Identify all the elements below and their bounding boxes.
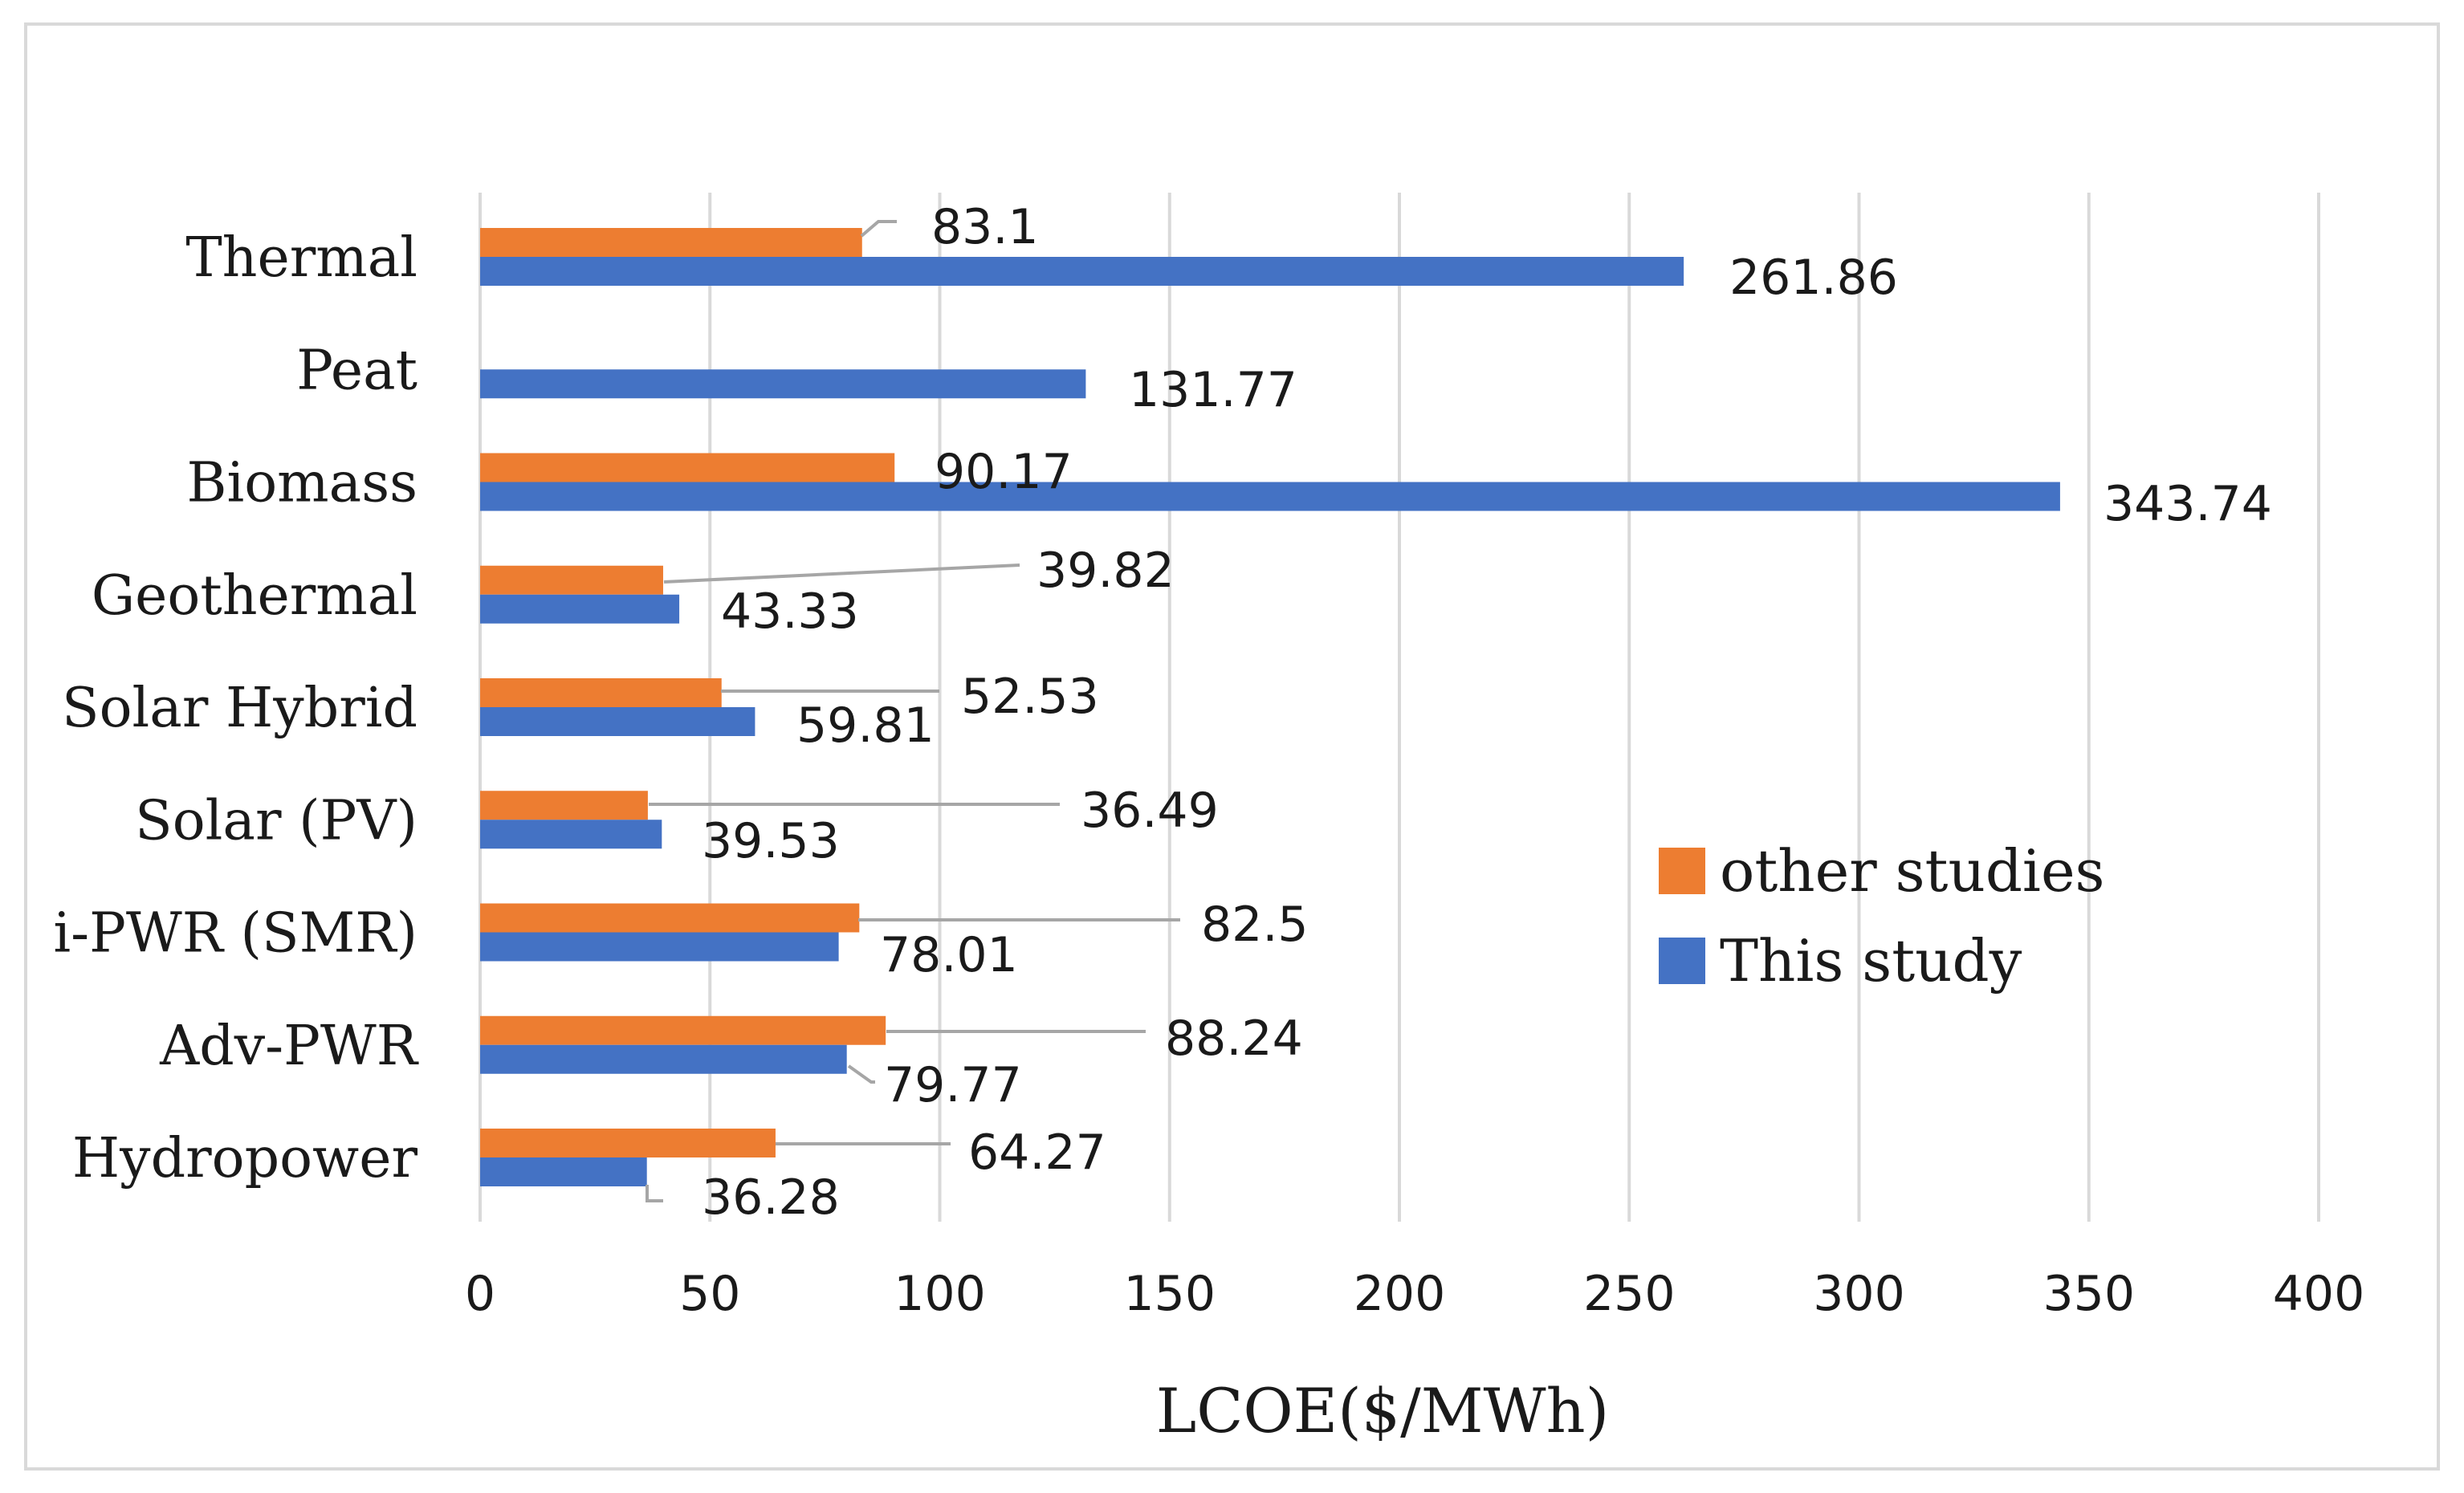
bar-this-study-solar-hybrid	[480, 707, 755, 736]
data-label-this-study-i-pwr-smr: 78.01	[880, 927, 1018, 983]
legend-label-this-study: This study	[1720, 927, 2022, 995]
data-label-other-studies-biomass: 90.17	[935, 444, 1073, 500]
category-label-i-pwr-smr: i-PWR (SMR)	[53, 902, 417, 966]
x-tick-label-250: 250	[1583, 1266, 1676, 1322]
bars	[480, 228, 2060, 1186]
data-label-this-study-peat: 131.77	[1129, 362, 1297, 418]
bar-other-studies-i-pwr-smr	[480, 903, 860, 933]
data-label-other-studies-solar-pv: 36.49	[1081, 783, 1219, 839]
data-label-this-study-thermal: 261.86	[1729, 250, 1898, 306]
category-label-biomass: Biomass	[187, 452, 417, 515]
leader-lines	[646, 220, 1180, 1202]
bar-this-study-geothermal	[480, 594, 680, 624]
category-label-solar-hybrid: Solar Hybrid	[62, 677, 417, 740]
bar-this-study-peat	[480, 369, 1086, 399]
bar-this-study-biomass	[480, 482, 2060, 511]
leader-line-other-studies-thermal	[860, 220, 897, 238]
category-label-hydropower: Hydropower	[72, 1127, 418, 1190]
data-labels: 83.1 261.86 131.77 90.17 343.74 39.82 43.33 52.…	[702, 199, 2272, 1226]
bar-this-study-i-pwr-smr	[480, 932, 839, 962]
x-tick-label-150: 150	[1123, 1266, 1216, 1322]
data-label-other-studies-geothermal: 39.82	[1037, 543, 1175, 599]
x-tick-label-100: 100	[894, 1266, 986, 1322]
bar-other-studies-adv-pwr	[480, 1015, 886, 1045]
x-tick-label-350: 350	[2042, 1266, 2135, 1322]
category-label-solar-pv: Solar (PV)	[135, 789, 417, 852]
x-tick-label-400: 400	[2273, 1266, 2365, 1322]
leader-line-other-studies-geothermal	[663, 563, 1020, 584]
bar-this-study-hydropower	[480, 1157, 647, 1186]
bar-other-studies-solar-pv	[480, 791, 648, 820]
bar-other-studies-geothermal	[480, 565, 663, 595]
value-axis: 0 50 100 150 200 250 300 350 400	[465, 1266, 2364, 1322]
category-label-adv-pwr: Adv-PWR	[159, 1015, 419, 1078]
legend-swatch-this-study	[1659, 938, 1705, 984]
category-label-peat: Peat	[296, 339, 417, 402]
category-label-thermal: Thermal	[185, 226, 417, 290]
data-label-other-studies-i-pwr-smr: 82.5	[1201, 897, 1309, 953]
x-tick-label-200: 200	[1354, 1266, 1446, 1322]
data-label-this-study-adv-pwr: 79.77	[884, 1057, 1022, 1113]
x-tick-label-0: 0	[465, 1266, 495, 1322]
data-label-this-study-hydropower: 36.28	[702, 1170, 840, 1226]
data-label-this-study-biomass: 343.74	[2104, 476, 2272, 532]
x-axis-title: LCOE($/MWh)	[1156, 1375, 1610, 1446]
category-axis: Thermal Peat Biomass Geothermal Solar Hybrid…	[53, 226, 418, 1190]
bar-this-study-adv-pwr	[480, 1044, 847, 1074]
data-label-other-studies-solar-hybrid: 52.53	[961, 669, 1099, 725]
data-label-this-study-solar-hybrid: 59.81	[796, 698, 935, 754]
data-label-this-study-solar-pv: 39.53	[702, 813, 840, 869]
bar-this-study-thermal	[480, 257, 1684, 286]
legend-swatch-other-studies	[1659, 848, 1705, 894]
category-label-geothermal: Geothermal	[92, 564, 417, 628]
data-label-other-studies-thermal: 83.1	[931, 199, 1039, 255]
leader-line-this-study-hydropower	[646, 1185, 663, 1202]
bar-other-studies-thermal	[480, 228, 862, 257]
legend: other studies This study	[1659, 837, 2105, 995]
legend-label-other-studies: other studies	[1720, 837, 2105, 905]
leader-line-this-study-adv-pwr	[847, 1064, 875, 1084]
bar-other-studies-solar-hybrid	[480, 678, 722, 707]
bar-other-studies-biomass	[480, 453, 895, 482]
bar-this-study-solar-pv	[480, 820, 662, 849]
data-label-other-studies-adv-pwr: 88.24	[1165, 1011, 1303, 1067]
data-label-other-studies-hydropower: 64.27	[968, 1125, 1106, 1181]
x-tick-label-50: 50	[679, 1266, 740, 1322]
data-label-this-study-geothermal: 43.33	[721, 584, 859, 640]
bar-other-studies-hydropower	[480, 1129, 776, 1157]
x-tick-label-300: 300	[1813, 1266, 1905, 1322]
